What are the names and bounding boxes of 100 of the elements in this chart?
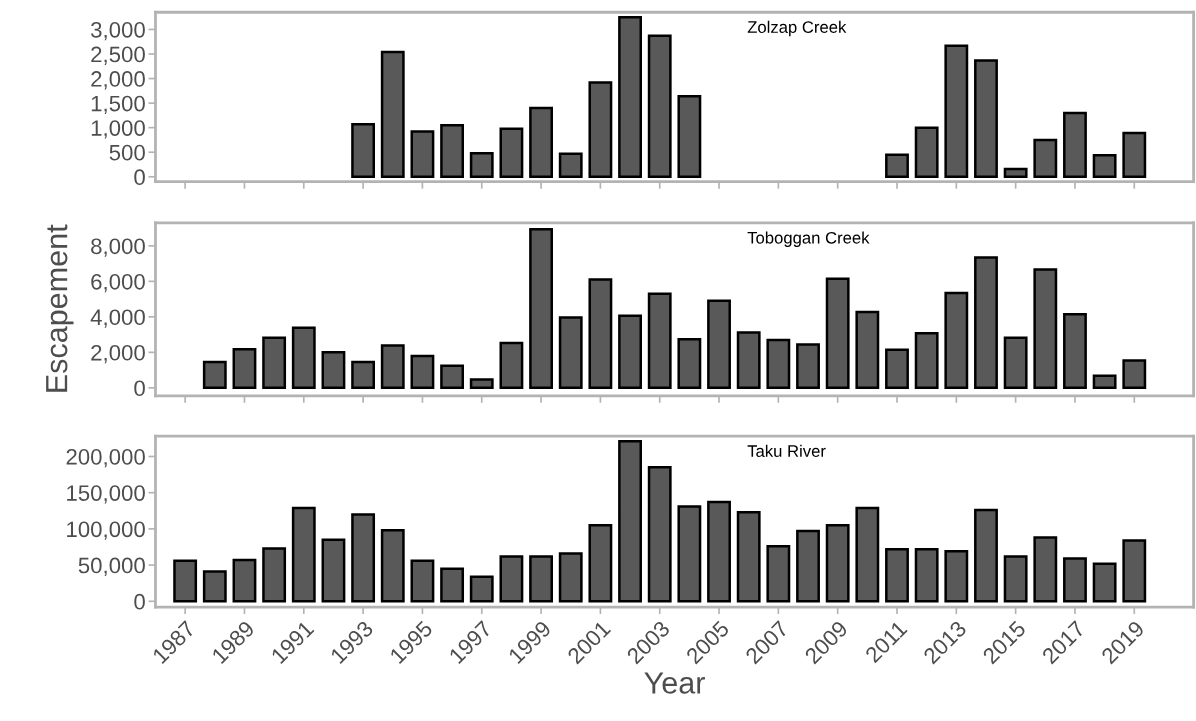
bar <box>885 348 909 390</box>
y-tick-label: 2,500 <box>91 46 145 65</box>
bar <box>499 555 524 603</box>
y-tick-label: 100,000 <box>67 521 145 540</box>
bar <box>855 506 880 603</box>
bar <box>974 508 998 603</box>
y-tick-label: 200,000 <box>66 449 145 468</box>
bar <box>647 292 672 390</box>
bar <box>618 15 642 179</box>
bar <box>440 567 465 603</box>
y-axis-title: Escapement <box>46 224 74 392</box>
y-tick-label: 500 <box>109 144 145 161</box>
bar <box>855 310 880 390</box>
bar <box>351 360 376 390</box>
bar <box>291 326 316 390</box>
bar <box>1033 138 1058 179</box>
bar <box>558 152 583 179</box>
bar <box>202 360 227 390</box>
y-tick-label: 0 <box>134 169 145 186</box>
bar <box>1003 336 1028 390</box>
y-tick-label: 0 <box>134 593 145 610</box>
bar <box>914 331 939 390</box>
bar <box>291 506 316 603</box>
bar <box>1122 539 1147 603</box>
chart-title: Taku River <box>747 444 826 457</box>
bar <box>469 151 494 179</box>
bar <box>707 500 731 603</box>
bar <box>885 547 909 603</box>
bar <box>974 256 998 390</box>
bar <box>1033 268 1058 390</box>
bar <box>1122 359 1147 390</box>
bar <box>618 314 642 390</box>
bar <box>588 524 613 603</box>
bar <box>588 81 613 179</box>
bar <box>529 106 553 179</box>
bar <box>173 559 198 603</box>
bar <box>796 343 820 390</box>
bar <box>529 555 553 603</box>
bar <box>647 34 672 179</box>
bar <box>351 513 376 603</box>
y-tick-label: 50,000 <box>78 557 145 576</box>
bar <box>796 529 820 603</box>
bar <box>1122 131 1147 179</box>
bar <box>677 505 702 603</box>
bar <box>1003 167 1028 179</box>
bar <box>885 153 909 179</box>
bar <box>380 529 405 603</box>
bar <box>974 59 998 179</box>
bar <box>825 277 850 390</box>
y-tick-label: 3,000 <box>91 21 145 41</box>
bar <box>440 364 465 390</box>
bar <box>321 538 346 603</box>
bar <box>499 341 524 390</box>
y-tick-label: 0 <box>134 380 145 397</box>
bar <box>766 338 791 390</box>
bar <box>351 122 376 179</box>
x-axis-title: Year <box>644 672 705 694</box>
bar <box>558 552 583 603</box>
y-tick-label: 2,000 <box>91 71 145 90</box>
bar <box>1092 153 1117 179</box>
bar <box>1033 536 1058 603</box>
bar <box>944 291 969 390</box>
bar <box>736 510 761 603</box>
bar <box>1063 312 1087 390</box>
bar <box>380 50 405 179</box>
bar <box>558 316 583 390</box>
bar <box>262 336 287 390</box>
bar <box>647 466 672 603</box>
bar <box>677 337 702 390</box>
y-tick-label: 4,000 <box>90 309 145 328</box>
bar <box>262 547 287 603</box>
bar <box>1092 562 1117 603</box>
bar <box>232 558 257 603</box>
bar <box>1092 374 1117 390</box>
bar <box>321 350 346 390</box>
bar <box>380 344 405 390</box>
bar <box>914 126 939 179</box>
bar <box>588 278 613 390</box>
bar <box>914 547 939 603</box>
y-tick-label: 1,000 <box>91 120 145 139</box>
bar <box>766 545 791 603</box>
bar <box>469 378 494 390</box>
bar <box>469 575 494 603</box>
y-tick-label: 1,500 <box>91 95 145 115</box>
bar <box>1063 557 1087 603</box>
bar <box>707 299 731 390</box>
bar <box>944 44 969 179</box>
chart-title: Toboggan Creek <box>747 231 870 247</box>
bar <box>499 127 524 179</box>
y-tick-label: 150,000 <box>67 485 145 504</box>
y-tick-label: 2,000 <box>91 344 145 364</box>
y-tick-label: 8,000 <box>91 238 145 257</box>
bar <box>440 123 465 179</box>
bar <box>618 440 642 603</box>
chart-title: Zolzap Creek <box>747 20 847 37</box>
y-tick-label: 6,000 <box>91 273 145 293</box>
bar <box>677 94 702 179</box>
bar <box>410 130 435 179</box>
bar <box>410 559 435 603</box>
bar <box>825 524 850 603</box>
